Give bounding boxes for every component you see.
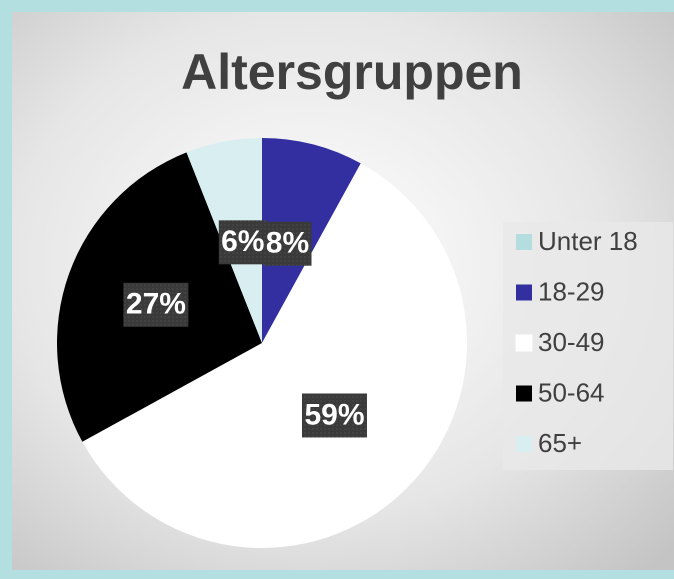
data-label-box — [263, 221, 312, 266]
data-label: 27% — [126, 288, 186, 321]
data-label: 6% — [221, 225, 264, 258]
data-label-box — [301, 393, 367, 438]
legend-label: 65+ — [538, 428, 582, 458]
chart-title: Altersgruppen — [181, 44, 523, 100]
legend-label: 18-29 — [538, 276, 605, 306]
legend-label: 30-49 — [538, 327, 605, 357]
legend-label: 50-64 — [538, 377, 605, 407]
legend-swatch — [516, 284, 532, 301]
legend-swatch — [515, 334, 533, 352]
data-label-box — [218, 220, 267, 265]
legend-swatch — [516, 385, 532, 402]
legend-label: Unter 18 — [538, 226, 638, 256]
legend-swatch — [516, 234, 532, 250]
data-label: 8% — [266, 227, 309, 260]
pie-slice — [82, 163, 468, 549]
legend-swatch — [516, 436, 532, 452]
data-label-box — [123, 282, 189, 327]
data-label: 59% — [304, 398, 364, 431]
